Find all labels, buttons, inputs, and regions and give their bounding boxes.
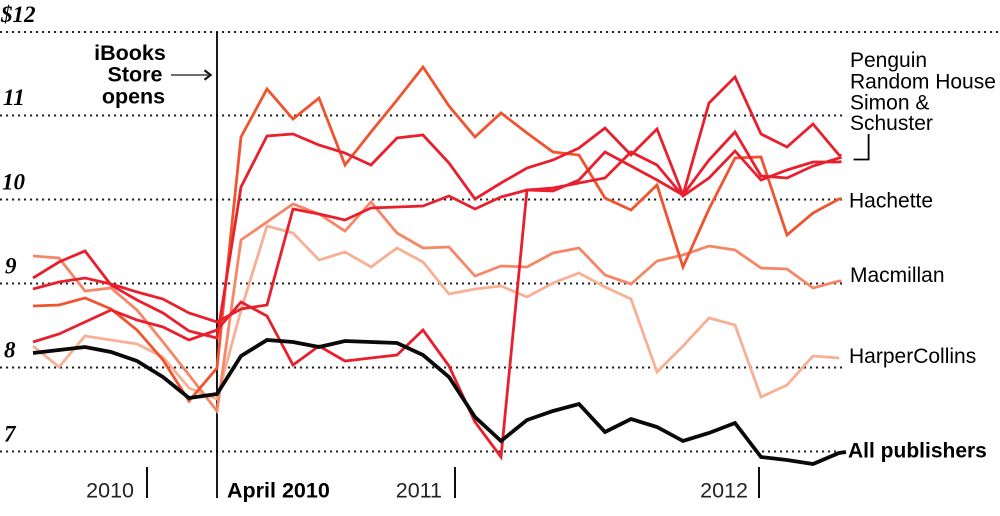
- svg-text:$12: $12: [0, 2, 36, 27]
- svg-text:Store: Store: [108, 63, 163, 87]
- svg-text:2012: 2012: [700, 479, 748, 503]
- svg-text:Hachette: Hachette: [849, 190, 933, 213]
- svg-text:Schuster: Schuster: [850, 112, 933, 135]
- svg-text:2011: 2011: [396, 479, 442, 503]
- svg-text:Random House: Random House: [850, 71, 996, 94]
- svg-text:7: 7: [4, 422, 17, 447]
- svg-text:Simon &: Simon &: [850, 92, 929, 115]
- svg-text:Penguin: Penguin: [850, 49, 927, 72]
- svg-text:2010: 2010: [86, 479, 134, 503]
- svg-text:Macmillan: Macmillan: [850, 264, 945, 287]
- svg-text:iBooks: iBooks: [94, 41, 166, 65]
- svg-text:9: 9: [5, 254, 17, 279]
- svg-text:opens: opens: [102, 85, 165, 109]
- svg-text:April 2010: April 2010: [227, 479, 330, 503]
- svg-text:All publishers: All publishers: [848, 440, 987, 463]
- svg-text:10: 10: [2, 170, 26, 195]
- svg-text:11: 11: [3, 85, 25, 110]
- svg-text:HarperCollins: HarperCollins: [849, 345, 976, 368]
- svg-text:8: 8: [4, 338, 16, 363]
